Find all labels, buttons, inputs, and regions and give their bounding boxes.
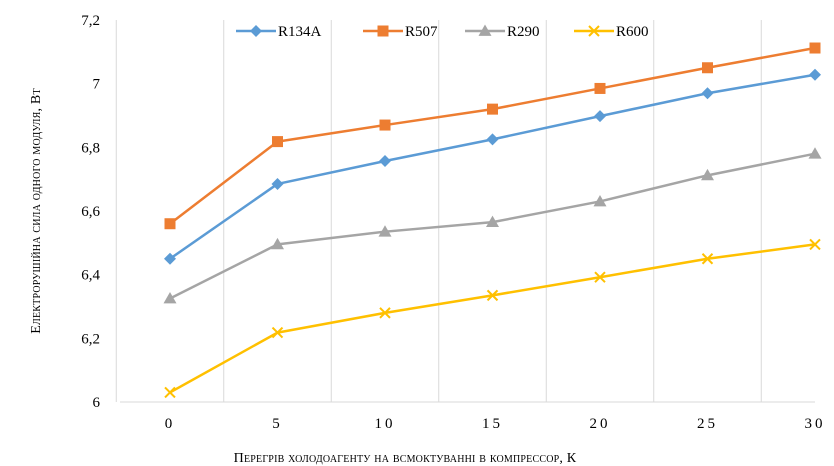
- x-tick-label: 5: [272, 416, 283, 432]
- x-tick-label: 15: [482, 416, 503, 432]
- data-point: [379, 119, 391, 131]
- y-tick-labels: 6 6,2 6,4 6,6 6,8 7 7,2: [81, 13, 100, 411]
- y-tick-label: 6,2: [81, 331, 100, 347]
- data-point: [379, 155, 391, 168]
- data-point: [164, 386, 176, 399]
- y-tick-label: 6,6: [81, 204, 100, 220]
- y-tick-label: 6,8: [81, 140, 100, 156]
- series-line: [169, 243, 816, 394]
- y-tick-label: 7: [93, 77, 101, 93]
- legend-label: R507: [405, 24, 438, 40]
- series-markers: [163, 42, 822, 399]
- data-point: [594, 271, 606, 283]
- legend-item: R290: [465, 24, 540, 40]
- legend-item: R600: [574, 24, 649, 40]
- data-point: [478, 24, 492, 36]
- data-point: [271, 237, 284, 250]
- data-point-stroke: [486, 289, 499, 302]
- data-point: [163, 292, 177, 304]
- data-point-stroke: [594, 271, 606, 283]
- data-point: [378, 225, 392, 237]
- data-point-stroke: [271, 326, 284, 339]
- data-point: [701, 87, 714, 100]
- data-point-stroke: [379, 307, 391, 319]
- x-tick-label: 10: [375, 416, 396, 432]
- data-point: [701, 253, 714, 265]
- grid-lines: [115, 20, 762, 402]
- data-point: [487, 103, 498, 115]
- data-point: [164, 218, 176, 230]
- y-axis-title: Електрорушійна сила одного модуля, Вт: [29, 88, 44, 334]
- data-point: [486, 289, 499, 302]
- legend-item: R507: [363, 24, 438, 40]
- y-tick-label: 6: [93, 395, 101, 411]
- data-point-stroke: [164, 386, 176, 399]
- data-point: [377, 25, 389, 37]
- data-point: [271, 177, 284, 190]
- series-line: [169, 73, 816, 260]
- y-tick-label: 6,4: [81, 268, 100, 284]
- data-point: [809, 238, 821, 251]
- data-point: [594, 110, 606, 123]
- legend-item: R134A: [236, 24, 322, 40]
- data-point: [588, 25, 600, 37]
- data-point: [486, 133, 499, 146]
- x-tick-label: 20: [590, 416, 611, 432]
- data-point: [808, 147, 822, 159]
- data-point: [271, 326, 284, 339]
- data-point: [164, 252, 176, 265]
- data-point: [809, 42, 821, 54]
- legend-label: R290: [507, 24, 540, 40]
- x-tick-label: 30: [805, 416, 826, 432]
- data-point-stroke: [701, 253, 714, 265]
- data-point: [809, 68, 821, 81]
- data-point: [250, 25, 262, 37]
- data-point: [486, 215, 499, 228]
- y-tick-label: 7,2: [81, 13, 100, 29]
- data-point-stroke: [809, 238, 821, 251]
- data-point: [594, 82, 606, 94]
- x-tick-label: 0: [165, 416, 176, 432]
- x-tick-label: 25: [697, 416, 718, 432]
- data-point-stroke: [588, 25, 600, 37]
- x-axis-title: Перегрів холодоагенту на всмоктуванні в …: [234, 451, 577, 466]
- data-point: [702, 62, 713, 74]
- legend-label: R600: [616, 24, 649, 40]
- data-point: [701, 168, 714, 181]
- x-tick-labels: 0 5 10 15 20 25 30: [165, 416, 826, 432]
- legend-label: R134A: [278, 24, 322, 40]
- data-point: [272, 136, 283, 148]
- data-point: [593, 194, 607, 207]
- legend: R134A R507 R290 R600: [236, 24, 649, 40]
- data-point: [379, 307, 391, 319]
